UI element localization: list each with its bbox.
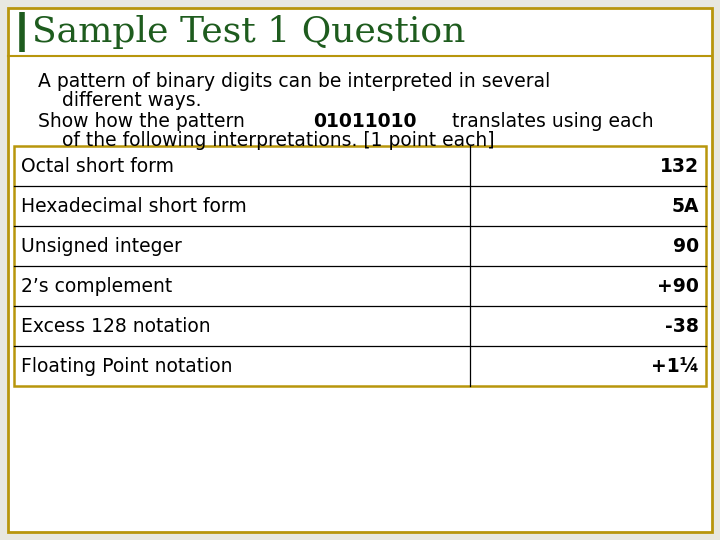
Text: 132: 132 — [660, 157, 699, 176]
Text: 2’s complement: 2’s complement — [21, 276, 172, 295]
Text: 5A: 5A — [672, 197, 699, 215]
Text: 90: 90 — [673, 237, 699, 255]
Text: A pattern of binary digits can be interpreted in several: A pattern of binary digits can be interp… — [38, 72, 550, 91]
Text: +90: +90 — [657, 276, 699, 295]
Text: Octal short form: Octal short form — [21, 157, 174, 176]
Text: Show how the pattern: Show how the pattern — [38, 112, 251, 131]
Text: Sample Test 1 Question: Sample Test 1 Question — [32, 15, 465, 49]
Text: Unsigned integer: Unsigned integer — [21, 237, 182, 255]
Text: different ways.: different ways. — [38, 91, 202, 110]
Text: +1¼: +1¼ — [651, 356, 699, 375]
Text: Excess 128 notation: Excess 128 notation — [21, 316, 211, 335]
Text: of the following interpretations. [1 point each]: of the following interpretations. [1 poi… — [38, 131, 495, 150]
Bar — [14, 146, 706, 386]
Text: -38: -38 — [665, 316, 699, 335]
Text: 01011010: 01011010 — [312, 112, 416, 131]
Text: Floating Point notation: Floating Point notation — [21, 356, 233, 375]
Text: translates using each: translates using each — [446, 112, 654, 131]
Text: Hexadecimal short form: Hexadecimal short form — [21, 197, 247, 215]
